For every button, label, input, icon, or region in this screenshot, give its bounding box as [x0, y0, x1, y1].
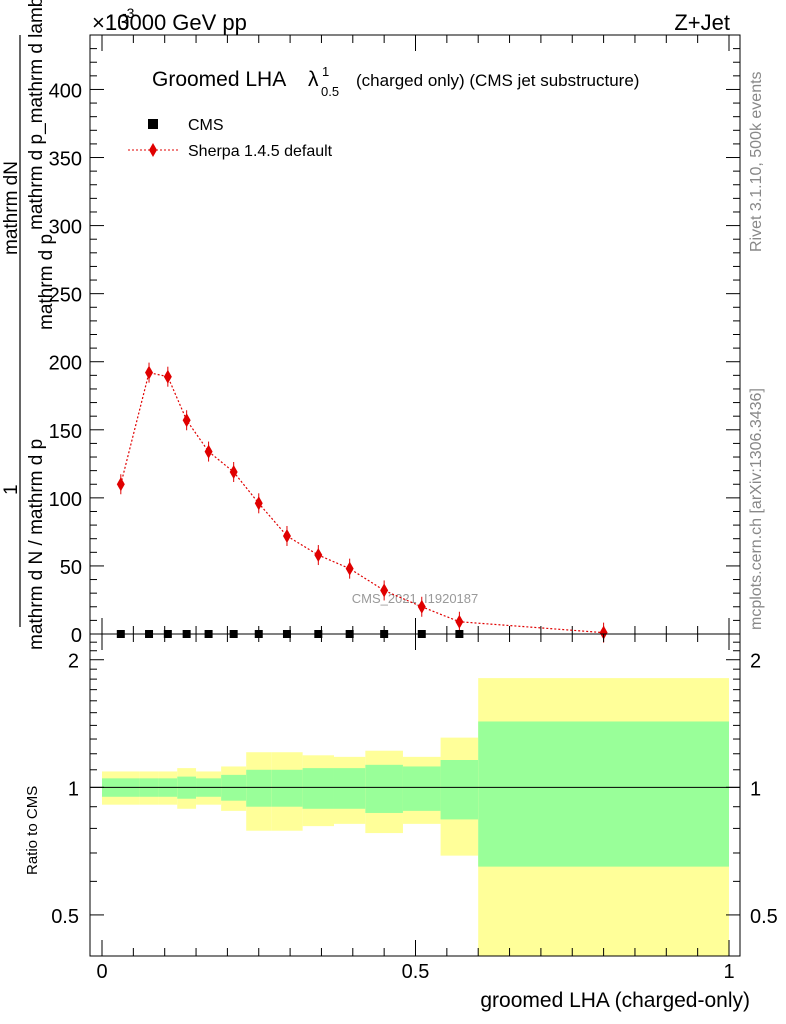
ratio-inner-band-bin	[302, 768, 334, 809]
main-y-tick-label: 350	[49, 149, 82, 171]
ratio-x-tick-label: 1	[723, 961, 734, 983]
ylabel-numerator-line2: mathrm dN	[1, 161, 22, 255]
legend-cms-label: CMS	[188, 117, 224, 134]
sherpa-point	[204, 444, 213, 459]
ratio-inner-band-bin	[402, 766, 441, 811]
title-main: Groomed LHA	[152, 68, 286, 91]
ratio-inner-band-bin	[246, 769, 272, 807]
main-y-tick-label: 50	[60, 557, 82, 579]
ratio-y-tick-label: 0.5	[51, 906, 79, 928]
main-y-tick-label: 300	[49, 217, 82, 239]
sherpa-line	[120, 371, 604, 634]
ratio-inner-band-bin	[365, 764, 403, 813]
sherpa-series	[116, 362, 608, 643]
process-label: Z+Jet	[674, 10, 730, 35]
ratio-x-axis: 0 0.5 1	[96, 634, 735, 983]
legend-cms-marker	[148, 119, 158, 129]
rivet-version-label: Rivet 3.1.10, 500k events	[748, 71, 765, 252]
ratio-x-tick-label: 0.5	[402, 961, 430, 983]
sherpa-point	[345, 561, 354, 576]
title-symbol: λ	[308, 68, 319, 91]
ylabel-numerator: 1	[1, 484, 22, 495]
main-y-tick-label: 0	[71, 625, 82, 647]
ratio-y-tick-label-right: 0.5	[750, 906, 778, 928]
title-subscript: 0.5	[321, 84, 339, 99]
ratio-inner-band-bin	[440, 760, 479, 820]
title-rest: (charged only) (CMS jet substructure)	[356, 71, 639, 90]
legend-sherpa-label: Sherpa 1.4.5 default	[188, 143, 333, 160]
main-y-axis: 0 50 100 150 200 250 300 350 400	[49, 34, 740, 647]
sherpa-point	[282, 528, 291, 543]
sherpa-point	[254, 496, 263, 511]
main-y-tick-label: 200	[49, 353, 82, 375]
legend: CMS Sherpa 1.4.5 default	[128, 117, 333, 160]
ratio-y-axis: 0.5 0.5 1 1 2 2	[51, 641, 778, 928]
ratio-x-tick-label: 0	[96, 961, 107, 983]
ratio-y-tick-label-right: 2	[750, 651, 761, 673]
ratio-inner-band-bin	[478, 721, 729, 867]
main-y-tick-label: 100	[49, 489, 82, 511]
chart-title: Groomed LHA λ 1 0.5 (charged only) (CMS …	[152, 64, 639, 99]
ratio-y-axis-label: Ratio to CMS	[24, 786, 41, 875]
ylabel-tail: mathrm d p_mathrm d lambda	[26, 0, 47, 230]
legend-sherpa-marker	[149, 143, 157, 157]
axis-exponent-power: -3	[122, 5, 135, 21]
ratio-y-tick-label: 2	[68, 651, 79, 673]
sherpa-point	[145, 365, 154, 380]
ratio-y-tick-label: 1	[68, 778, 79, 800]
ratio-inner-band-bin	[333, 768, 366, 809]
energy-label: 13000 GeV pp	[105, 10, 247, 35]
ratio-inner-band-bin	[271, 769, 303, 807]
mcplots-label: mcplots.cern.ch [arXiv:1306.3436]	[748, 388, 765, 630]
sherpa-point	[229, 464, 238, 479]
title-superscript: 1	[322, 64, 329, 79]
ratio-y-tick-label-right: 1	[750, 778, 761, 800]
sherpa-point	[380, 583, 389, 598]
sherpa-point	[417, 599, 426, 614]
sherpa-point	[163, 369, 172, 384]
main-y-tick-label: 400	[49, 80, 82, 102]
main-y-tick-label: 250	[49, 285, 82, 307]
ratio-bands	[102, 678, 729, 956]
main-y-tick-label: 150	[49, 421, 82, 443]
sherpa-point	[182, 413, 191, 428]
ylabel-denominator-line2: mathrm d p	[36, 234, 57, 330]
sherpa-point	[116, 477, 125, 492]
axis-exponent-label: ×10	[92, 10, 129, 35]
sherpa-point	[455, 614, 464, 629]
ylabel-denominator: mathrm d N / mathrm d p	[26, 439, 47, 650]
x-axis-label: groomed LHA (charged-only)	[480, 989, 750, 1012]
main-y-axis-label: mathrm d N / mathrm d p mathrm d p 1 mat…	[1, 0, 57, 650]
sherpa-point	[314, 548, 323, 563]
sherpa-point	[599, 625, 608, 640]
